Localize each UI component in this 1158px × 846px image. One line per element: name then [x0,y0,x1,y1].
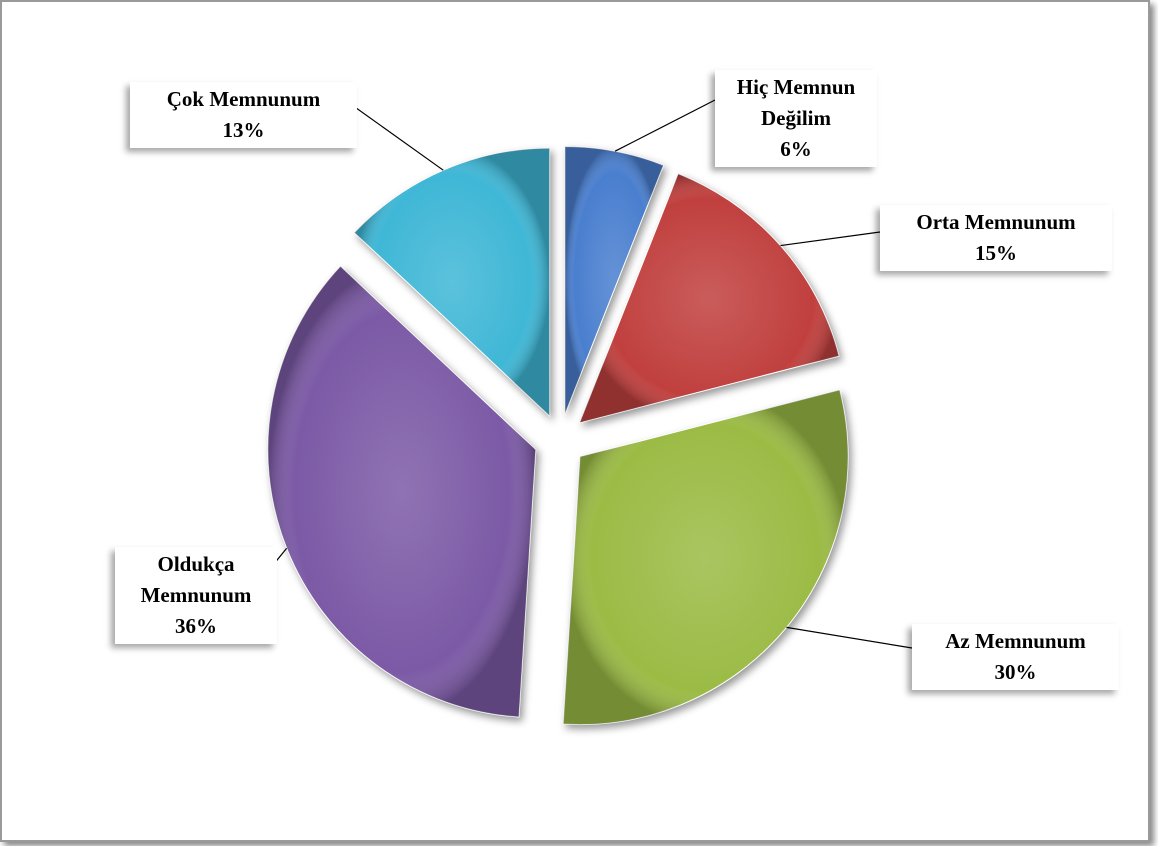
data-label: Hiç Memnun Değilim 6% [715,70,877,167]
data-label: Çok Memnunum 13% [130,82,357,148]
leader-line [614,99,716,152]
leader-line [344,99,444,171]
data-label: Orta Memnunum 15% [880,205,1112,271]
label-name: Hiç Memnun Değilim [736,75,856,130]
slice-shade [579,173,840,423]
slice-shade [564,146,664,415]
label-value: 36% [175,614,217,638]
label-value: 30% [994,660,1037,684]
label-name: Çok Memnunum [166,87,321,111]
slice-shade [267,266,536,718]
label-value: 6% [780,137,812,161]
label-value: 15% [975,241,1017,265]
leader-line [780,231,881,247]
slice-shade [563,389,849,725]
leader-line [786,626,913,649]
data-label: Oldukça Memnunum 36% [115,547,277,644]
label-name: Orta Memnunum [916,210,1076,234]
label-name: Az Memnunum [945,629,1086,653]
label-name: Oldukça Memnunum [140,552,252,607]
data-label: Az Memnunum 30% [912,624,1119,690]
slice-shade [354,148,550,417]
label-value: 13% [222,118,265,142]
